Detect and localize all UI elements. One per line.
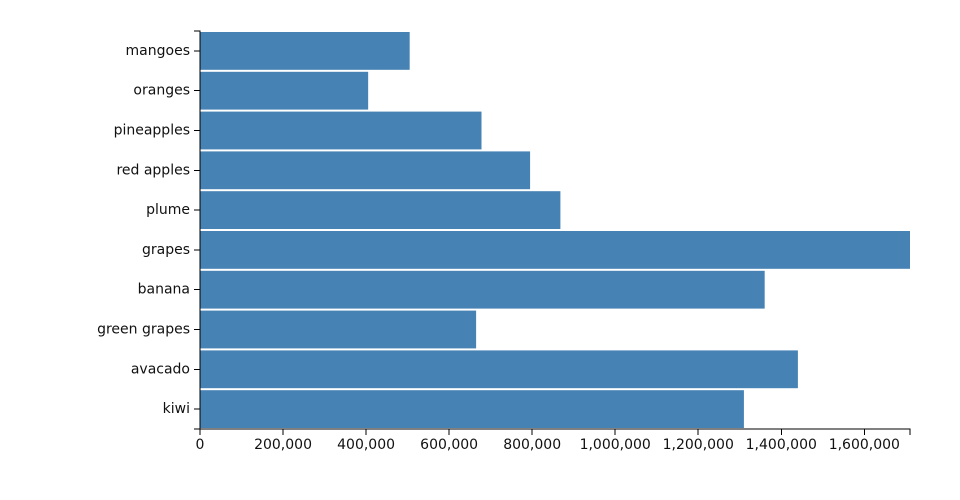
x-axis-line xyxy=(199,428,911,435)
x-tick-label-2: 400,000 xyxy=(337,437,395,453)
y-tick-label-banana: banana xyxy=(138,282,190,298)
y-axis-line xyxy=(194,30,201,430)
bars-group xyxy=(200,32,910,428)
x-tick-label-8: 1,600,000 xyxy=(829,437,900,453)
y-tick-label-kiwi: kiwi xyxy=(163,401,190,417)
y-tick-label-mangoes: mangoes xyxy=(126,43,190,59)
bar-pineapples xyxy=(200,111,482,150)
x-tick-label-0: 0 xyxy=(196,437,205,453)
y-tick-label-pineapples: pineapples xyxy=(114,123,190,139)
x-tick-label-7: 1,400,000 xyxy=(746,437,817,453)
y-tick-label-oranges: oranges xyxy=(133,83,190,99)
x-axis: 0 200,000 400,000 600,000 800,000 1,000,000 1,… xyxy=(196,428,911,453)
bar-mangoes xyxy=(200,32,410,70)
bar-red-apples xyxy=(200,151,531,190)
bar-oranges xyxy=(200,71,369,110)
x-tick-label-4: 800,000 xyxy=(503,437,561,453)
y-tick-label-green-grapes: green grapes xyxy=(97,322,190,338)
x-tick-label-1: 200,000 xyxy=(254,437,312,453)
x-tick-label-5: 1,000,000 xyxy=(580,437,651,453)
y-axis: mangoes oranges pineapples red apples plume g… xyxy=(97,30,201,430)
x-tick-label-6: 1,200,000 xyxy=(663,437,734,453)
y-tick-label-avacado: avacado xyxy=(131,361,190,377)
x-tick-label-3: 600,000 xyxy=(420,437,478,453)
y-tick-label-plume: plume xyxy=(146,202,190,218)
y-tick-label-grapes: grapes xyxy=(142,242,190,258)
y-tick-label-red-apples: red apples xyxy=(116,162,190,178)
bar-green-grapes xyxy=(200,310,477,349)
bar-banana xyxy=(200,270,765,309)
bar-kiwi xyxy=(200,390,744,428)
bar-grapes xyxy=(200,231,910,269)
bar-avacado xyxy=(200,350,798,389)
bar-plume xyxy=(200,191,561,229)
